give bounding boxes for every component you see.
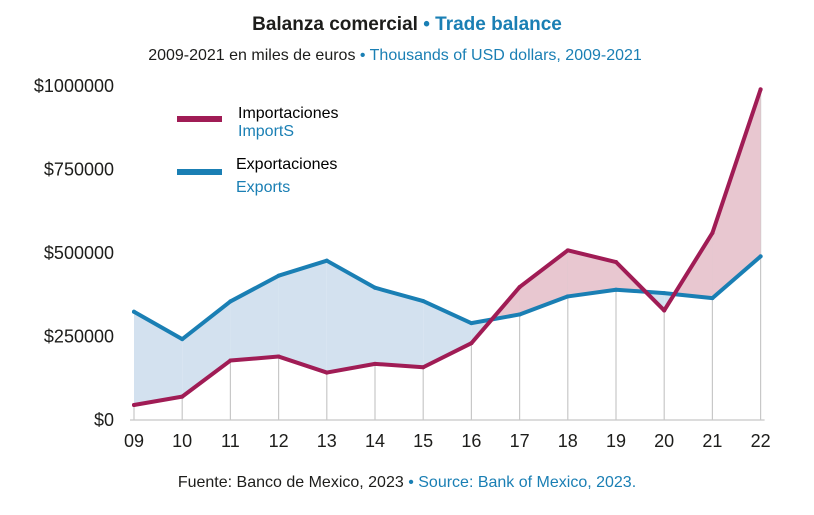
data-point-exports — [228, 299, 233, 304]
data-point-exports — [421, 299, 426, 304]
y-tick-label: $750000 — [44, 160, 114, 180]
balance-fill — [134, 89, 761, 405]
x-tick-label: 15 — [413, 431, 433, 451]
data-point-exports — [276, 273, 281, 278]
data-point-imports — [565, 248, 570, 253]
legend-label-imports: Importaciones — [238, 105, 339, 122]
x-tick-label: 21 — [702, 431, 722, 451]
x-tick-label: 13 — [317, 431, 337, 451]
title-separator: • — [417, 14, 436, 35]
data-point-imports — [710, 230, 715, 235]
x-tick-label: 22 — [751, 431, 771, 451]
balance-area — [712, 89, 761, 299]
x-tick-label: 16 — [461, 431, 481, 451]
data-point-exports — [614, 287, 618, 292]
trade-balance-chart: $0 $250000 $500000 $750000 $1000000 09 10 11 12… — [34, 76, 771, 451]
data-point-imports — [758, 87, 763, 92]
data-point-imports — [180, 394, 185, 399]
data-point-exports — [565, 294, 570, 299]
y-tick-label: $0 — [94, 410, 114, 430]
subtitle-separator: • — [355, 47, 370, 64]
data-point-exports — [517, 312, 522, 317]
data-point-imports — [614, 260, 618, 265]
data-point-imports — [662, 308, 667, 313]
y-axis-ticks: $0 $250000 $500000 $750000 $1000000 — [34, 76, 114, 430]
subtitle-spanish: 2009-2021 en miles de euros — [148, 47, 356, 64]
data-point-imports — [421, 365, 426, 370]
x-tick-label: 09 — [124, 431, 144, 451]
y-tick-label: $500000 — [44, 243, 114, 263]
chart-subtitle: 2009-2021 en miles de euros • Thousands … — [0, 47, 790, 65]
balance-area — [278, 260, 327, 373]
balance-area — [423, 301, 472, 368]
y-tick-label: $250000 — [44, 327, 114, 347]
x-tick-label: 18 — [558, 431, 578, 451]
x-tick-label: 17 — [510, 431, 530, 451]
data-point-exports — [373, 285, 377, 290]
balance-area — [134, 311, 183, 405]
chart-title: Balanza comercial • Trade balance — [0, 14, 814, 36]
data-point-imports — [276, 354, 281, 359]
data-point-imports — [228, 358, 233, 363]
data-point-exports — [132, 309, 136, 314]
series-line-exports — [132, 254, 763, 342]
x-tick-label: 11 — [221, 431, 240, 451]
data-points — [132, 87, 763, 407]
balance-area — [182, 301, 231, 397]
source-spanish: Fuente: Banco de Mexico, 2023 — [177, 474, 404, 491]
legend-label-imports-en: ImportS — [238, 123, 294, 140]
subtitle-english: Thousands of USD dollars, 2009-2021 — [369, 47, 642, 64]
grid-lines — [133, 89, 762, 420]
balance-area — [375, 287, 424, 368]
series-lines — [132, 87, 763, 407]
balance-area — [519, 250, 568, 315]
data-point-exports — [662, 291, 667, 296]
data-point-imports — [132, 402, 136, 407]
source-note: Fuente: Banco de Mexico, 2023 • Source: … — [0, 474, 814, 492]
x-tick-label: 12 — [269, 431, 289, 451]
data-point-imports — [373, 361, 377, 366]
data-point-imports — [324, 370, 329, 375]
data-point-exports — [710, 296, 715, 301]
legend: Importaciones ImportS Exportaciones Expo… — [177, 105, 339, 196]
data-point-exports — [324, 258, 329, 263]
balance-area — [567, 250, 616, 297]
x-tick-label: 10 — [172, 431, 192, 451]
x-axis-ticks: 09 10 11 12 13 14 15 16 17 18 19 20 21 22 — [124, 431, 771, 451]
data-point-exports — [758, 254, 763, 259]
x-tick-label: 14 — [365, 431, 385, 451]
source-english: Source: Bank of Mexico, 2023. — [418, 474, 637, 491]
x-tick-label: 20 — [654, 431, 674, 451]
data-point-exports — [469, 321, 474, 326]
data-point-imports — [517, 285, 522, 290]
title-spanish: Balanza comercial — [252, 14, 418, 35]
data-point-exports — [180, 337, 185, 342]
balance-area — [326, 260, 375, 373]
y-tick-label: $1000000 — [34, 76, 114, 96]
series-line-imports — [132, 87, 763, 407]
source-separator: • — [403, 474, 419, 491]
data-point-imports — [469, 341, 474, 346]
legend-label-exports-en: Exports — [236, 179, 290, 196]
x-tick-label: 19 — [606, 431, 626, 451]
title-english: Trade balance — [435, 14, 562, 35]
legend-label-exports: Exportaciones — [236, 156, 337, 173]
